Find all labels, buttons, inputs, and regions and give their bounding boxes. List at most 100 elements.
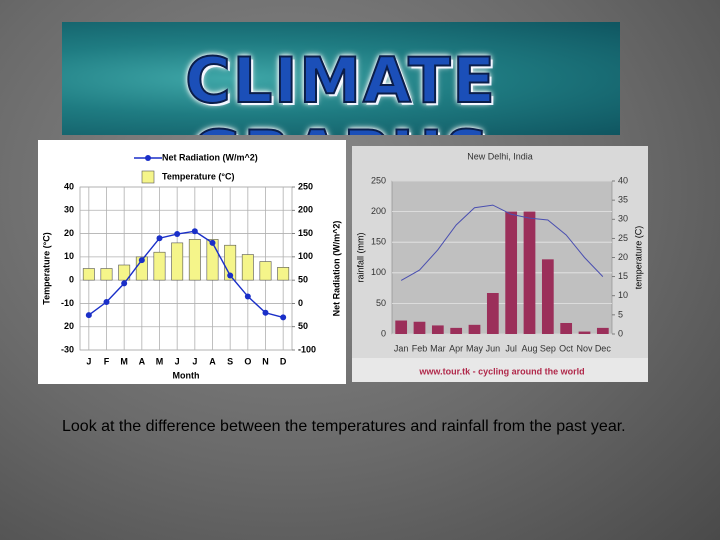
- banner: CLIMATE GRAPHS: [62, 22, 620, 135]
- bar: [523, 211, 536, 334]
- x-tick-label: O: [244, 356, 251, 366]
- bar: [431, 325, 444, 334]
- x-tick-label: Jul: [505, 343, 517, 353]
- chart: 0 50 100 150 200 250 0 5 10 15 20 25 30 35 40 Jan Feb Mar…: [352, 146, 648, 382]
- x-tick-label: J: [86, 356, 91, 366]
- bar: [505, 211, 518, 334]
- y-tick-label: 150: [371, 237, 386, 247]
- legend-label: Net Radiation (W/m^2): [162, 152, 258, 162]
- x-tick-label: Jun: [486, 343, 501, 353]
- bar: [578, 331, 591, 334]
- bar: [153, 251, 166, 281]
- y2-tick-label: 25: [618, 233, 628, 243]
- line: [400, 204, 604, 281]
- footer-band: [352, 358, 648, 382]
- y-tick-label: -30: [61, 344, 74, 354]
- y2-tick-label: 200: [298, 205, 313, 215]
- y2-tick-label: 0: [618, 328, 623, 338]
- line-marker: [174, 231, 181, 238]
- y-tick-label: 20: [64, 228, 74, 238]
- line-marker: [156, 235, 163, 242]
- y-tick-label: 50: [376, 298, 386, 308]
- y-tick-label: 0: [69, 275, 74, 285]
- y-tick-label: -10: [61, 298, 74, 308]
- bar: [596, 327, 609, 334]
- x-tick-label: S: [227, 356, 233, 366]
- line-marker: [103, 299, 110, 306]
- line-marker: [138, 257, 145, 264]
- bar: [171, 242, 184, 281]
- x-tick-label: May: [466, 343, 484, 353]
- x-tick-label: M: [156, 356, 164, 366]
- y2-tick-label: 150: [298, 228, 313, 238]
- y2-tick-label: 10: [618, 290, 628, 300]
- chart-footer: www.tour.tk - cycling around the world: [418, 366, 584, 376]
- bar: [277, 267, 290, 281]
- banner-title: CLIMATE GRAPHS: [184, 43, 497, 135]
- y2-tick-label: 250: [298, 181, 313, 191]
- bar: [188, 239, 201, 281]
- y-axis-label: rainfall (mm): [355, 232, 365, 282]
- chart-title: New Delhi, India: [467, 151, 533, 161]
- y-tick-label: 100: [371, 267, 386, 277]
- x-axis-label: Month: [173, 370, 200, 380]
- bar: [241, 254, 254, 281]
- x-tick-label: Feb: [412, 343, 428, 353]
- legend-swatch-marker: [145, 155, 151, 161]
- bar: [395, 320, 408, 334]
- x-tick-label: M: [120, 356, 128, 366]
- bar: [560, 322, 573, 334]
- bar: [468, 324, 481, 334]
- y2-tick-label: 40: [618, 175, 628, 185]
- y2-tick-label: 100: [298, 251, 313, 261]
- bar: [224, 244, 237, 281]
- y-tick-label: 0: [381, 328, 386, 338]
- bar: [118, 264, 131, 281]
- x-tick-label: Jan: [394, 343, 409, 353]
- plot-area: [391, 180, 613, 335]
- x-tick-label: Oct: [559, 343, 574, 353]
- bar: [100, 268, 113, 281]
- y2-tick-label: 20: [618, 252, 628, 262]
- y2-axis-label: temperature (C): [633, 226, 643, 290]
- x-tick-label: N: [262, 356, 269, 366]
- line: [88, 230, 284, 319]
- x-tick-label: J: [192, 356, 197, 366]
- bar: [206, 239, 219, 281]
- bar: [541, 259, 554, 334]
- line-marker: [209, 239, 216, 246]
- y-tick-label: 200: [371, 206, 386, 216]
- legend-label: Temperature (°C): [162, 171, 234, 181]
- x-tick-label: D: [280, 356, 287, 366]
- y2-axis-label: Net Radiation (W/m^2): [331, 221, 341, 317]
- line-marker: [85, 312, 92, 319]
- line-marker: [280, 314, 287, 321]
- x-tick-label: Aug: [521, 343, 537, 353]
- y2-tick-label: 50: [298, 321, 308, 331]
- bar: [259, 261, 272, 281]
- y-tick-label: 30: [64, 205, 74, 215]
- legend-swatch: [141, 170, 155, 184]
- plot-area: [79, 186, 293, 351]
- line-marker: [121, 280, 128, 287]
- x-tick-label: Mar: [430, 343, 446, 353]
- line-marker: [191, 228, 198, 235]
- line-marker: [262, 309, 269, 316]
- y-tick-label: 20: [64, 321, 74, 331]
- x-tick-label: Sep: [540, 343, 556, 353]
- x-tick-label: F: [104, 356, 110, 366]
- x-tick-label: A: [139, 356, 146, 366]
- y2-tick-label: 30: [618, 214, 628, 224]
- x-tick-label: Nov: [576, 343, 593, 353]
- bar: [486, 292, 499, 334]
- bar: [82, 268, 95, 281]
- bar: [450, 327, 463, 334]
- bar: [413, 321, 426, 334]
- y-tick-label: 250: [371, 175, 386, 185]
- y2-tick-label: -100: [298, 344, 316, 354]
- x-tick-label: Apr: [449, 343, 463, 353]
- y2-tick-label: 0: [298, 298, 303, 308]
- y-axis-label: Temperature (°C): [41, 232, 51, 304]
